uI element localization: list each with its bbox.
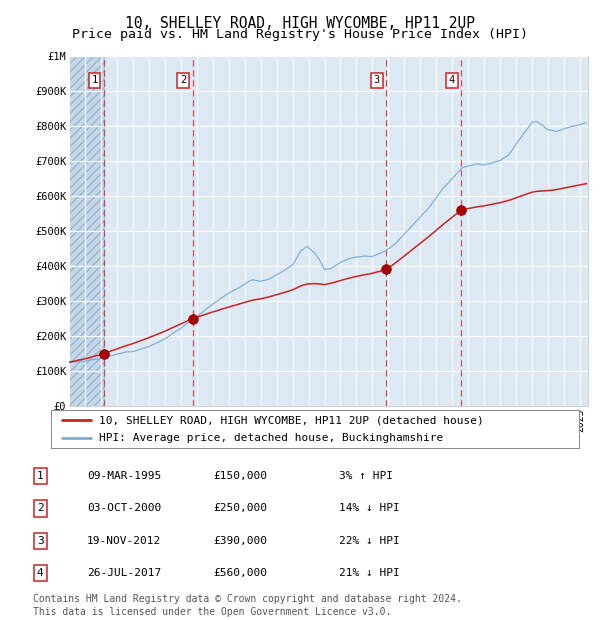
Text: £150,000: £150,000 xyxy=(213,471,267,481)
Text: 10, SHELLEY ROAD, HIGH WYCOMBE, HP11 2UP: 10, SHELLEY ROAD, HIGH WYCOMBE, HP11 2UP xyxy=(125,16,475,30)
Text: 26-JUL-2017: 26-JUL-2017 xyxy=(87,568,161,578)
Text: 1: 1 xyxy=(37,471,44,481)
Text: 4: 4 xyxy=(449,75,455,86)
Text: 21% ↓ HPI: 21% ↓ HPI xyxy=(339,568,400,578)
Text: 09-MAR-1995: 09-MAR-1995 xyxy=(87,471,161,481)
Text: 03-OCT-2000: 03-OCT-2000 xyxy=(87,503,161,513)
Text: 19-NOV-2012: 19-NOV-2012 xyxy=(87,536,161,546)
Text: 14% ↓ HPI: 14% ↓ HPI xyxy=(339,503,400,513)
Text: 4: 4 xyxy=(37,568,44,578)
Text: £250,000: £250,000 xyxy=(213,503,267,513)
Text: 22% ↓ HPI: 22% ↓ HPI xyxy=(339,536,400,546)
Text: 10, SHELLEY ROAD, HIGH WYCOMBE, HP11 2UP (detached house): 10, SHELLEY ROAD, HIGH WYCOMBE, HP11 2UP… xyxy=(98,416,483,426)
Text: 3% ↑ HPI: 3% ↑ HPI xyxy=(339,471,393,481)
Text: £390,000: £390,000 xyxy=(213,536,267,546)
Text: 3: 3 xyxy=(37,536,44,546)
Text: 2: 2 xyxy=(37,503,44,513)
Text: 3: 3 xyxy=(374,75,380,86)
Text: 1: 1 xyxy=(91,75,98,86)
Text: Contains HM Land Registry data © Crown copyright and database right 2024.
This d: Contains HM Land Registry data © Crown c… xyxy=(33,594,462,617)
Text: HPI: Average price, detached house, Buckinghamshire: HPI: Average price, detached house, Buck… xyxy=(98,433,443,443)
Text: Price paid vs. HM Land Registry's House Price Index (HPI): Price paid vs. HM Land Registry's House … xyxy=(72,28,528,41)
Bar xyxy=(69,56,104,406)
Text: £560,000: £560,000 xyxy=(213,568,267,578)
Bar xyxy=(69,56,104,406)
Text: 2: 2 xyxy=(180,75,187,86)
